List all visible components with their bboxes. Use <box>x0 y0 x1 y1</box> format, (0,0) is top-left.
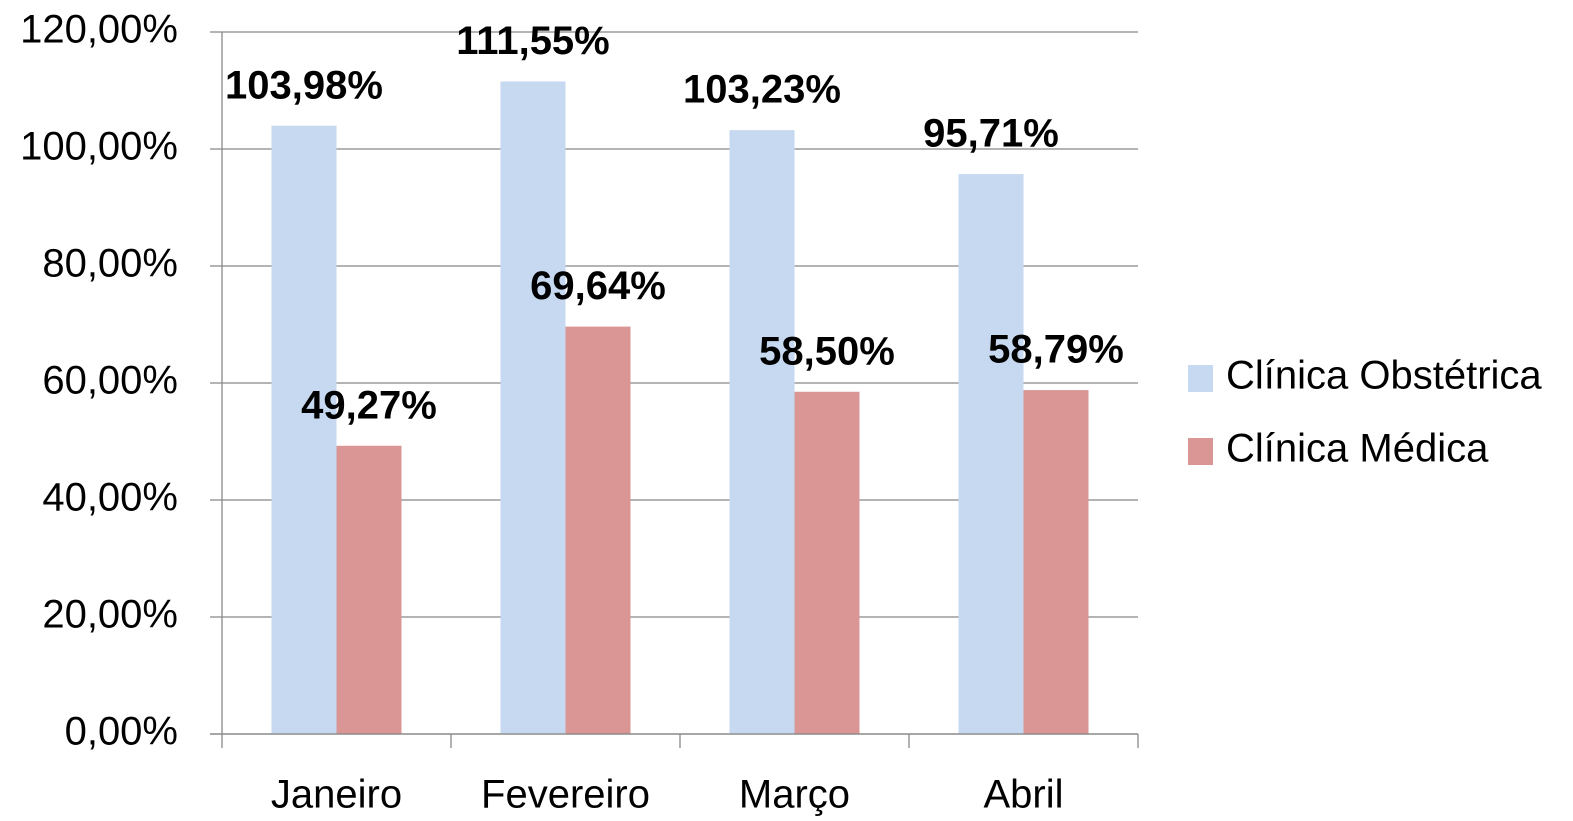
data-label: 111,55% <box>456 19 610 63</box>
bar <box>729 130 795 735</box>
data-label: 95,71% <box>923 112 1059 156</box>
legend-swatch <box>1188 438 1213 465</box>
plot-bottom <box>210 733 1138 735</box>
x-tick-label: Março <box>739 773 850 817</box>
bar <box>271 125 337 735</box>
y-tick-label: 20,00% <box>42 593 178 637</box>
data-label: 58,50% <box>759 329 895 373</box>
bar <box>958 174 1024 734</box>
y-tick-label: 120,00% <box>20 8 178 52</box>
legend-swatch <box>1188 365 1213 392</box>
y-tick-label: 80,00% <box>42 242 178 286</box>
data-label: 58,79% <box>988 328 1124 372</box>
legend-label: Clínica Médica <box>1226 427 1489 471</box>
bar <box>794 391 860 734</box>
data-label: 103,23% <box>683 68 841 112</box>
legend-label: Clínica Obstétrica <box>1226 354 1542 398</box>
bar <box>336 445 402 734</box>
x-tick-label: Fevereiro <box>481 773 650 817</box>
y-tick-label: 60,00% <box>42 359 178 403</box>
y-tick-label: 100,00% <box>20 125 178 169</box>
data-label: 103,98% <box>225 63 383 107</box>
bar <box>1023 390 1089 734</box>
bar <box>565 326 631 734</box>
y-tick-label: 0,00% <box>65 710 178 754</box>
data-label: 49,27% <box>301 383 437 427</box>
x-tick-label: Janeiro <box>271 773 402 817</box>
y-tick-label: 40,00% <box>42 476 178 520</box>
x-tick-label: Abril <box>983 773 1063 817</box>
bar <box>500 81 566 735</box>
data-label: 69,64% <box>530 264 666 308</box>
